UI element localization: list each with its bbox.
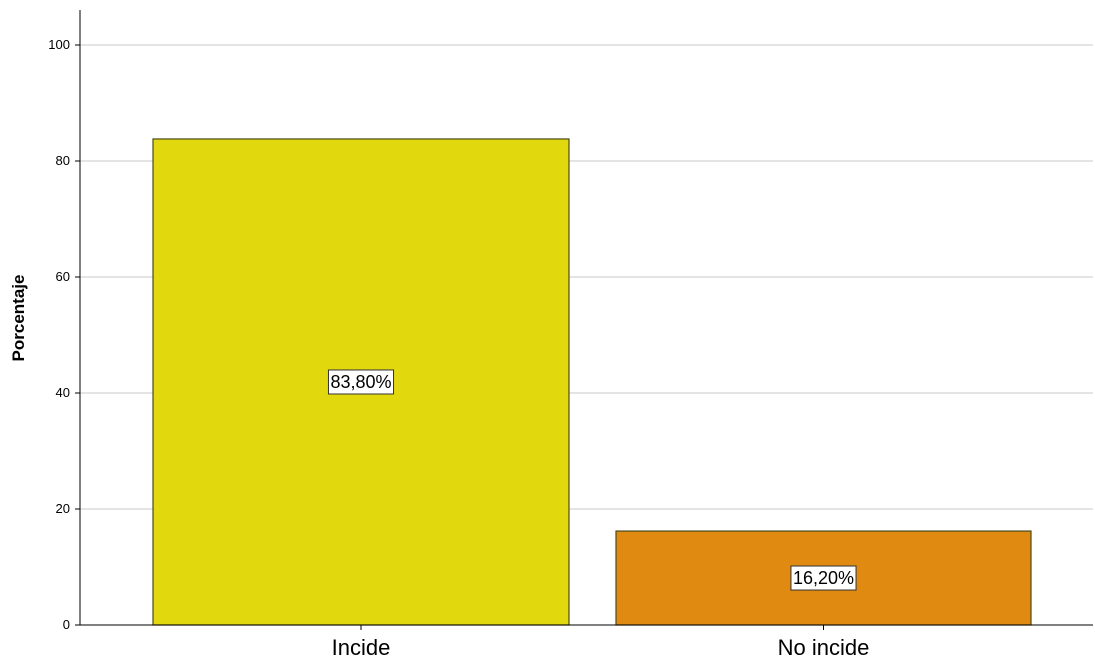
- y-tick-label: 80: [56, 153, 70, 168]
- data-label-box: [327, 369, 395, 395]
- data-label: 83,80%: [327, 369, 395, 395]
- data-label: 16,20%: [790, 565, 857, 591]
- x-tick-label: Incide: [332, 635, 391, 658]
- data-labels: 83,80% 16,20%: [327, 369, 857, 591]
- y-tick-label: 60: [56, 269, 70, 284]
- data-label-text: 16,20%: [793, 568, 854, 588]
- x-tick-labels: Incide No incide: [332, 635, 870, 658]
- y-tick-labels: 0 20 40 60 80 100: [48, 37, 70, 632]
- x-tick-label: No incide: [778, 635, 870, 658]
- y-tick-label: 0: [63, 617, 70, 632]
- axes: [75, 10, 1093, 630]
- y-tick-label: 20: [56, 501, 70, 516]
- data-label-box: [790, 565, 857, 591]
- bars: [152, 138, 1032, 626]
- y-tick-label: 40: [56, 385, 70, 400]
- y-axis-title: Porcentaje: [9, 275, 28, 362]
- y-tick-label: 100: [48, 37, 70, 52]
- data-label-text: 83,80%: [330, 372, 391, 392]
